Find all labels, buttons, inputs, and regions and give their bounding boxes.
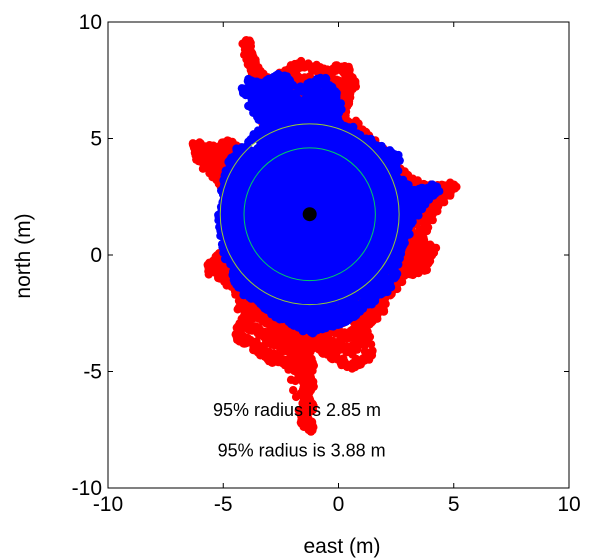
chart-marks [188,36,461,436]
series-1-fill-point [220,138,229,147]
